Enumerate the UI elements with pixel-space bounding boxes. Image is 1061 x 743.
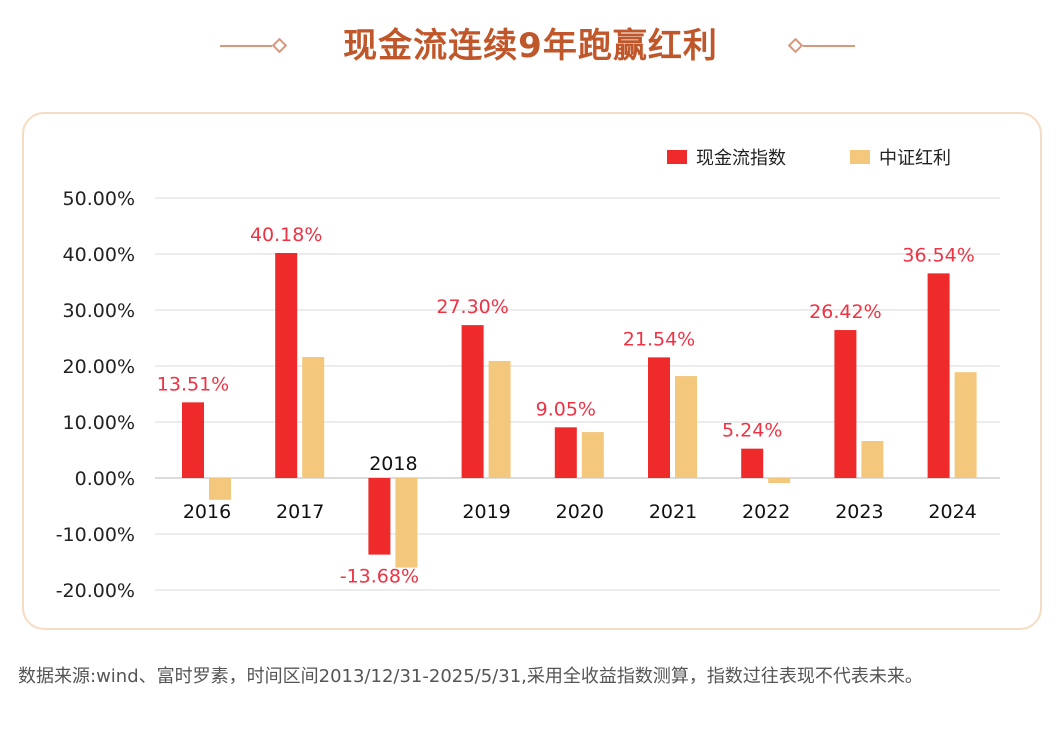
bar-2023-series1 [834, 330, 857, 478]
bar-2016-series1 [182, 402, 204, 478]
x-tick-label: 2017 [276, 501, 324, 523]
title-left-ornament [220, 38, 288, 54]
x-tick-label: 2023 [835, 501, 883, 523]
bar-2024-series2 [954, 372, 977, 478]
bar-2016-series2 [209, 478, 231, 500]
data-label: 40.18% [250, 224, 322, 246]
x-tick-label: 2018 [369, 453, 417, 475]
x-tick-label: 2022 [742, 501, 790, 523]
data-label: 13.51% [157, 373, 229, 395]
bar-2019-series2 [488, 360, 511, 478]
y-tick-label: 40.00% [63, 244, 135, 266]
source-note: 数据来源:wind、富时罗素，时间区间2013/12/31-2025/5/31,… [18, 666, 923, 687]
y-tick-label: 50.00% [63, 188, 135, 210]
data-label: 27.30% [436, 296, 508, 318]
bar-2022-series2 [768, 478, 791, 484]
data-label: -13.68% [340, 566, 419, 588]
bar-2020-series2 [581, 432, 604, 478]
bar-chart: 50.00% 40.00% 30.00% 20.00% 10.00% 0.00% -10.0… [56, 148, 1000, 602]
data-label: 36.54% [902, 244, 974, 266]
bar-2018-series2 [395, 478, 418, 568]
data-label: 21.54% [623, 328, 695, 350]
bar-2022-series1 [741, 448, 764, 478]
bar-2017-series2 [302, 357, 325, 478]
bar-2021-series2 [675, 376, 697, 478]
y-tick-label: 0.00% [75, 468, 135, 490]
legend-swatch-series1 [667, 150, 687, 164]
y-tick-label: -20.00% [56, 580, 135, 602]
x-tick-label: 2016 [183, 501, 231, 523]
x-tick-label: 2021 [649, 501, 697, 523]
bar-2018-series1 [368, 478, 391, 555]
legend-swatch-series2 [850, 150, 870, 164]
x-tick-label: 2019 [462, 501, 510, 523]
title-right-ornament [787, 38, 855, 54]
bar-2017-series1 [275, 252, 298, 478]
y-tick-label: 30.00% [63, 300, 135, 322]
x-tick-label: 2024 [928, 501, 976, 523]
data-label: 5.24% [722, 420, 782, 442]
legend-label-series1: 现金流指数 [696, 148, 786, 169]
y-tick-label: 20.00% [63, 356, 135, 378]
y-tick-label: -10.00% [56, 524, 135, 546]
x-tick-label: 2020 [556, 501, 604, 523]
bar-2021-series1 [648, 357, 670, 478]
legend-label-series2: 中证红利 [879, 148, 951, 169]
bar-2019-series1 [461, 325, 484, 478]
bar-2024-series1 [927, 273, 950, 478]
data-label: 9.05% [536, 398, 596, 420]
data-label: 26.42% [809, 301, 881, 323]
bar-2023-series2 [861, 441, 884, 478]
page-title: 现金流连续9年跑赢红利 [343, 26, 718, 66]
y-tick-label: 10.00% [63, 412, 135, 434]
bar-2020-series1 [554, 427, 577, 478]
